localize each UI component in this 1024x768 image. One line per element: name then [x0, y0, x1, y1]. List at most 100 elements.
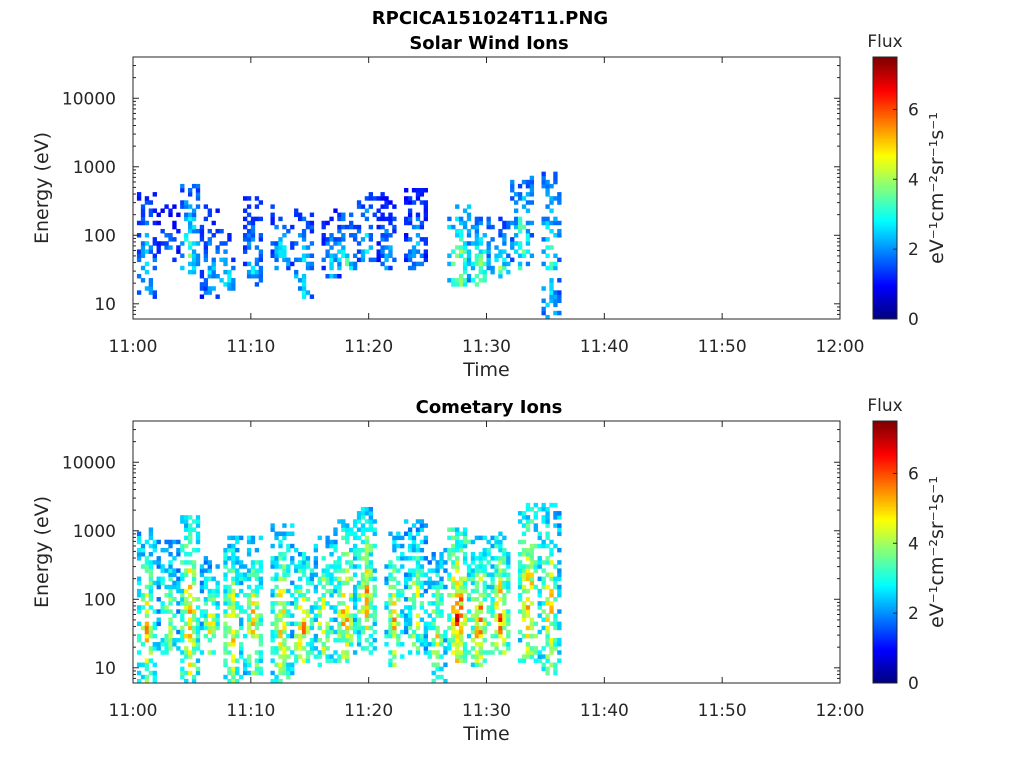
colorbar-step: [873, 135, 897, 139]
colorbar-step: [873, 76, 897, 80]
spectrogram-cell: [368, 613, 373, 618]
spectrogram-cell: [274, 650, 279, 655]
spectrogram-cell: [309, 609, 315, 614]
spectrogram-cell: [356, 617, 362, 622]
spectrogram-cell: [191, 519, 197, 524]
spectrogram-cell: [404, 531, 409, 537]
spectrogram-cell: [250, 609, 256, 614]
colorbar-step: [873, 661, 897, 664]
spectrogram-cell: [427, 584, 432, 590]
spectrogram-cell: [474, 233, 480, 238]
spectrogram-cell: [250, 617, 256, 622]
spectrogram-cell: [415, 233, 421, 238]
spectrogram-cell: [494, 572, 499, 577]
spectrogram-cell: [419, 523, 425, 528]
spectrogram-cell: [258, 257, 264, 263]
spectrogram-cell: [506, 580, 511, 586]
spectrogram-cell: [431, 592, 436, 598]
spectrogram-cell: [274, 249, 279, 254]
colorbar-step: [873, 255, 897, 259]
spectrogram-cell: [305, 588, 311, 594]
spectrogram-cell: [478, 249, 483, 254]
colorbar-step: [873, 475, 897, 479]
colorbar-step: [873, 205, 897, 209]
spectrogram-cell: [235, 678, 240, 684]
spectrogram-cell: [211, 261, 216, 267]
colorbar-step: [873, 275, 897, 279]
spectrogram-cell: [215, 625, 220, 631]
spectrogram-cell: [525, 605, 531, 610]
spectrogram-cell: [148, 249, 154, 254]
spectrogram-cell: [195, 633, 201, 639]
spectrogram-cell: [553, 543, 558, 549]
spectrogram-cell: [136, 535, 142, 541]
spectrogram-cell: [404, 216, 409, 222]
spectrogram-cell: [187, 601, 193, 606]
colorbar-step: [873, 305, 897, 309]
spectrogram-cell: [184, 523, 189, 528]
spectrogram-cell: [545, 511, 550, 516]
spectrogram-cell: [427, 576, 432, 582]
spectrogram-cell: [207, 286, 212, 291]
spectrogram-cell: [250, 629, 256, 635]
spectrogram-cell: [486, 241, 491, 246]
spectrogram-cell: [419, 188, 425, 193]
spectrogram-cell: [557, 576, 562, 582]
spectrogram-cell: [144, 564, 150, 569]
spectrogram-cell: [545, 314, 550, 320]
spectrogram-cell: [223, 576, 228, 582]
spectrogram-cell: [502, 237, 507, 242]
spectrogram-cell: [297, 216, 303, 222]
spectrogram-cell: [164, 245, 169, 250]
spectrogram-cell: [341, 523, 346, 528]
spectrogram-cell: [478, 237, 483, 242]
spectrogram-cell: [427, 613, 432, 618]
spectrogram-cell: [199, 650, 205, 655]
spectrogram-cell: [517, 216, 523, 222]
spectrogram-cell: [325, 633, 330, 639]
spectrogram-cell: [219, 278, 224, 283]
spectrogram-cell: [360, 212, 366, 218]
spectrogram-cell: [337, 224, 342, 230]
spectrogram-cell: [360, 556, 366, 561]
spectrogram-cell: [191, 646, 197, 651]
spectrogram-cell: [152, 678, 157, 684]
spectrogram-cell: [372, 637, 377, 643]
panel-title: Solar Wind Ions: [409, 33, 568, 54]
spectrogram-cell: [301, 257, 307, 263]
spectrogram-cell: [349, 531, 354, 537]
spectrogram-cell: [235, 572, 240, 577]
colorbar-step: [873, 139, 897, 143]
spectrogram-cell: [258, 633, 264, 639]
colorbar-step: [873, 131, 897, 134]
spectrogram-cell: [341, 617, 346, 622]
spectrogram-cell: [411, 523, 417, 528]
spectrogram-cell: [529, 547, 535, 553]
spectrogram-cell: [294, 269, 299, 275]
spectrogram-cell: [498, 233, 503, 238]
colorbar-step: [873, 157, 897, 161]
spectrogram-cell: [451, 642, 456, 647]
spectrogram-cell: [349, 212, 354, 218]
spectrogram-cell: [478, 642, 483, 647]
spectrogram-cell: [333, 609, 338, 614]
spectrogram-cell: [187, 220, 193, 226]
spectrogram-cell: [301, 592, 307, 598]
spectrogram-cell: [352, 543, 358, 549]
spectrogram-cell: [148, 633, 154, 639]
spectrogram-cell: [223, 633, 228, 639]
spectrogram-cell: [451, 605, 456, 610]
spectrogram-cell: [443, 662, 448, 668]
spectrogram-cell: [140, 216, 146, 222]
spectrogram-cell: [337, 216, 342, 222]
spectrogram-cell: [431, 552, 436, 557]
spectrogram-cell: [521, 601, 527, 606]
spectrogram-cell: [231, 633, 236, 639]
colorbar-step: [873, 600, 897, 603]
spectrogram-cell: [392, 535, 397, 541]
spectrogram-cell: [419, 253, 425, 258]
spectrogram-cell: [325, 253, 330, 258]
spectrogram-cell: [309, 220, 315, 226]
spectrogram-cell: [136, 633, 142, 639]
spectrogram-cell: [380, 261, 385, 267]
